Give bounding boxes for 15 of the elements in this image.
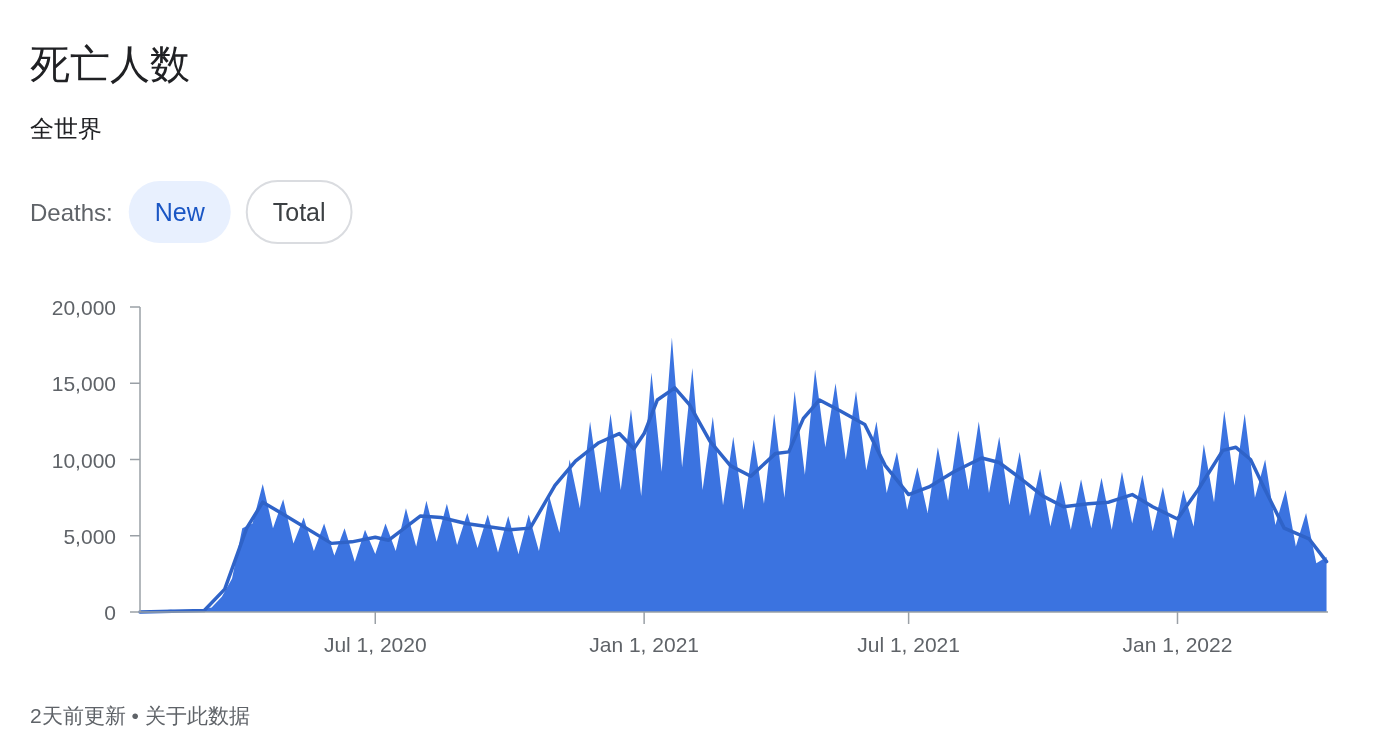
text: New — [154, 198, 206, 226]
y-tick-label: 0 — [104, 601, 116, 624]
text: 2天前更新 • 关于此数据 — [30, 704, 250, 727]
y-tick-label: 15,000 — [51, 372, 116, 396]
y-tick-label: 5,000 — [63, 524, 116, 548]
x-tick-label: Jul 1, 2020 — [323, 633, 427, 656]
x-tick-label: Jan 1, 2022 — [1122, 633, 1233, 656]
text: Deaths: — [30, 199, 113, 226]
x-tick-label: Jan 1, 2021 — [589, 633, 700, 656]
y-tick-label: 10,000 — [51, 448, 116, 472]
chart-title: 死亡人数 — [30, 42, 190, 86]
chart-subtitle: 全世界 — [30, 115, 102, 142]
y-tick-label: 20,000 — [51, 296, 116, 319]
x-tick-label: Jul 1, 2021 — [857, 633, 960, 656]
text: Total — [272, 198, 326, 226]
